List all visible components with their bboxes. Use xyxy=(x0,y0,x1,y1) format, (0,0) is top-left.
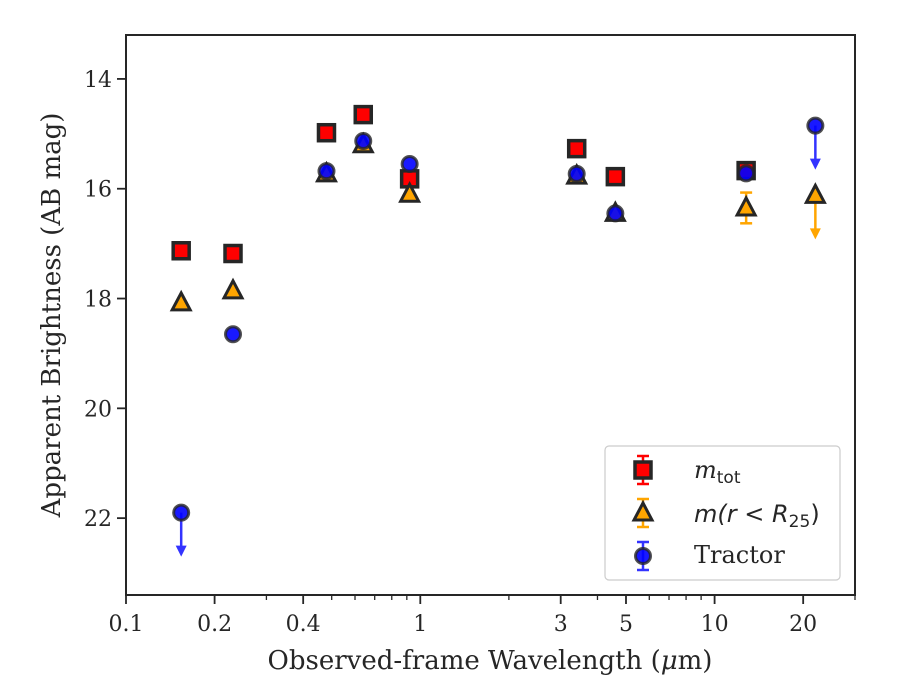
tractor-point-3 xyxy=(354,131,373,150)
tractor-point-6 xyxy=(606,204,625,223)
series-mtot xyxy=(171,104,756,264)
x-tick-label-6: 10 xyxy=(701,612,729,637)
mtot-point-6 xyxy=(605,166,626,187)
x-tick-label-0: 0.1 xyxy=(109,612,144,637)
mtot-point-2 xyxy=(316,122,337,143)
tractor-point-1 xyxy=(224,325,243,344)
x-tick-label-4: 3 xyxy=(554,612,568,637)
y-tick-label-1: 16 xyxy=(84,178,112,203)
mr25-point-7 xyxy=(734,194,758,217)
tractor-point-5 xyxy=(567,164,586,183)
mtot-point-3 xyxy=(353,104,374,125)
y-tick-label-0: 14 xyxy=(84,68,112,93)
tractor-point-0-upper-limit-arrow-head xyxy=(175,545,187,557)
legend-label-mtot: mtot xyxy=(694,456,741,488)
mtot-point-5 xyxy=(566,138,587,159)
y-tick-label-4: 22 xyxy=(84,507,112,532)
mr25-point-8 xyxy=(803,182,827,204)
tractor-point-2 xyxy=(317,162,336,181)
mtot-point-1 xyxy=(223,243,243,264)
ticks-layer: 0.1 0.2 0.4 1 3 5 10 20 14 16 18 20 22 xyxy=(84,68,856,637)
legend: mtot m(r < R25) Tractor xyxy=(604,445,841,581)
legend-marker-mr25 xyxy=(631,499,655,522)
x-tick-label-5: 5 xyxy=(619,612,633,637)
tractor-point-8 xyxy=(806,116,825,135)
y-tick-label-2: 18 xyxy=(84,288,112,313)
x-tick-label-3: 1 xyxy=(413,612,427,637)
tractor-point-7 xyxy=(737,164,756,183)
legend-label-tractor: Tractor xyxy=(694,541,785,569)
legend-markers xyxy=(631,454,655,572)
mtot-point-0 xyxy=(171,241,191,261)
y-axis-label: Apparent Brightness (AB mag) xyxy=(37,113,67,519)
x-tick-label-7: 20 xyxy=(789,612,817,637)
legend-label-mr25: m(r < R25) xyxy=(694,500,820,532)
y-tick-label-3: 20 xyxy=(84,397,112,422)
legend-marker-mtot xyxy=(633,460,653,480)
legend-frame xyxy=(604,445,841,581)
x-tick-label-1: 0.2 xyxy=(197,612,232,637)
tractor-point-0 xyxy=(172,503,191,522)
plot-frame xyxy=(125,34,856,596)
series-tractor xyxy=(172,116,825,557)
x-tick-label-2: 0.4 xyxy=(286,612,321,637)
tractor-point-8-upper-limit-arrow-head xyxy=(809,158,821,170)
x-axis-label: Observed-frame Wavelength (μm) xyxy=(268,646,713,676)
marks-layer xyxy=(169,104,827,557)
legend-marker-tractor xyxy=(634,547,652,565)
mr25-point-0 xyxy=(169,289,193,312)
tractor-point-4 xyxy=(400,155,419,174)
mr25-point-8-upper-limit-arrow-head xyxy=(809,228,821,240)
mr25-point-1 xyxy=(221,277,245,300)
mr25-point-4 xyxy=(398,181,422,203)
